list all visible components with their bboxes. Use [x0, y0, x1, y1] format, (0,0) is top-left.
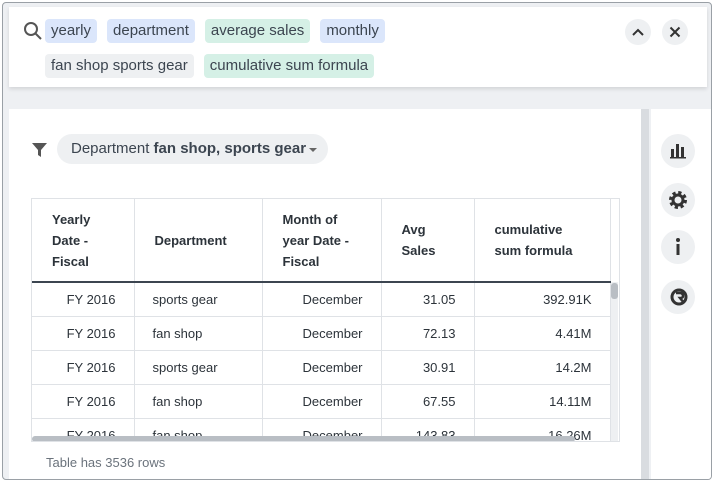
table-row: FY 2016 sports gear December 30.91 14.2M [32, 350, 611, 385]
table-cell: FY 2016 [32, 316, 135, 351]
column-header[interactable]: cumulative sum formula [474, 199, 611, 283]
table-cell: December [262, 316, 382, 351]
filter-label: Department [71, 140, 150, 157]
filter-chip[interactable]: Department fan shop, sports gear [57, 134, 329, 164]
table-cell: sports gear [134, 282, 263, 317]
info-button[interactable] [661, 230, 695, 264]
v-scrollbar[interactable] [611, 283, 618, 299]
result-panel: Department fan shop, sports gear Yearly … [9, 109, 641, 479]
search-token[interactable]: average sales [204, 19, 311, 43]
search-token[interactable]: monthly [320, 19, 385, 43]
table-cell: 72.13 [381, 316, 475, 351]
panel-scrollbar[interactable] [641, 109, 649, 479]
table-cell: 4.41M [474, 316, 611, 351]
table-cell: fan shop [134, 384, 263, 419]
column-header[interactable]: Avg Sales [381, 199, 475, 283]
dropdown-arrow [309, 148, 318, 152]
column-header[interactable]: Month of year Date - Fiscal [262, 199, 382, 283]
search-token[interactable]: fan shop sports gear [45, 54, 194, 78]
header-row: Yearly Date - Fiscal Department Month of y… [32, 199, 611, 283]
side-toolbar [651, 109, 711, 479]
search-token[interactable]: yearly [45, 19, 98, 43]
token-list: yearly department average sales monthly fan … [45, 19, 407, 78]
table-row: FY 2016 fan shop December 72.13 4.41M [32, 316, 611, 351]
table-cell: 14.2M [474, 350, 611, 385]
filter-value: fan shop, sports gear [153, 140, 307, 157]
search-icon [24, 22, 42, 40]
table-cell: sports gear [134, 350, 263, 385]
search-token[interactable]: department [107, 19, 195, 43]
table-cell: FY 2016 [32, 384, 135, 419]
table-cell: 30.91 [381, 350, 475, 385]
collapse-button[interactable] [624, 18, 652, 46]
table-cell: FY 2016 [32, 350, 135, 385]
data-table: Yearly Date - Fiscal Department Month of y… [32, 199, 611, 441]
chart-button[interactable] [661, 134, 695, 168]
spotiq-button[interactable] [661, 280, 695, 314]
filter-icon [32, 143, 47, 157]
table-cell: FY 2016 [32, 282, 135, 317]
row-count: Table has 3536 rows [46, 455, 166, 470]
table-cell: 67.55 [381, 384, 475, 419]
column-header[interactable]: Department [134, 199, 263, 283]
table-row: FY 2016 fan shop December 67.55 14.11M [32, 384, 611, 419]
clear-button[interactable] [661, 18, 689, 46]
table-container: Yearly Date - Fiscal Department Month of y… [31, 198, 620, 442]
table-cell: 392.91K [474, 282, 611, 317]
table-cell: 14.11M [474, 384, 611, 419]
table-cell: December [262, 350, 382, 385]
table-cell: 31.05 [381, 282, 475, 317]
table-cell: fan shop [134, 316, 263, 351]
table-row: FY 2016 sports gear December 31.05 392.91K [32, 282, 611, 317]
table-cell: December [262, 282, 382, 317]
table-cell: December [262, 384, 382, 419]
settings-button[interactable] [661, 183, 695, 217]
v-scroll-track [611, 282, 618, 441]
h-scrollbar[interactable] [32, 436, 575, 441]
app-window: yearly department average sales monthly fan … [2, 2, 712, 480]
search-token[interactable]: cumulative sum formula [203, 54, 375, 78]
search-bar[interactable]: yearly department average sales monthly fan … [9, 7, 707, 87]
column-header[interactable]: Yearly Date - Fiscal [32, 199, 135, 283]
